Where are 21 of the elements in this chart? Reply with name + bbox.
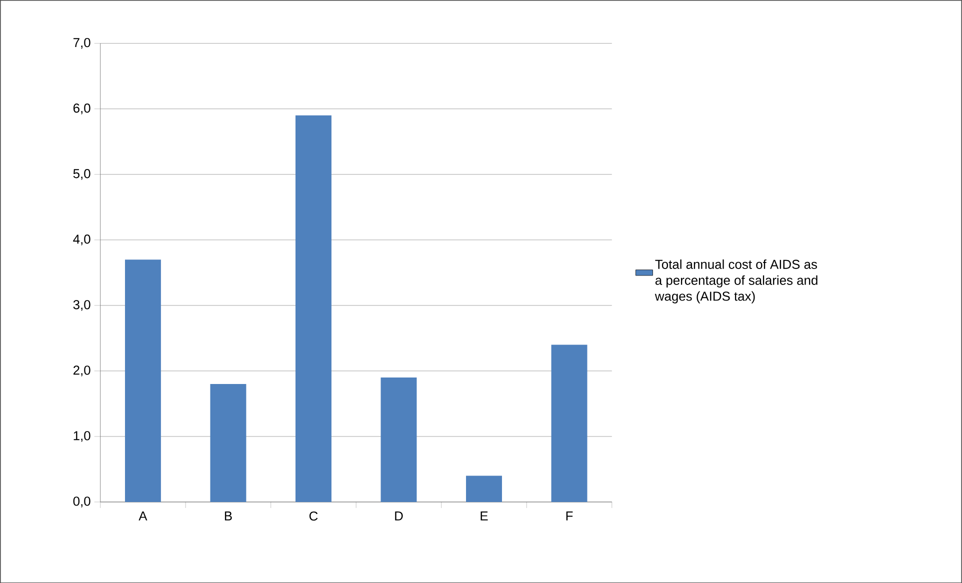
- y-tick-label: 5,0: [73, 168, 90, 180]
- x-tick-label: D: [395, 511, 403, 520]
- x-tick-label: B: [224, 511, 232, 520]
- bar: [295, 115, 332, 502]
- bar: [380, 377, 417, 502]
- x-tick-label: F: [566, 511, 573, 520]
- legend-label: Total annual cost of AIDS as a percentage of salaries and wages (AIDS tax): [654, 259, 818, 304]
- bar: [124, 259, 161, 502]
- x-tick-label: E: [480, 511, 488, 520]
- y-tick-label: 3,0: [73, 300, 90, 311]
- y-tick-label: 0,0: [73, 496, 90, 508]
- y-tick-label: 4,0: [73, 234, 90, 246]
- bar: [210, 384, 246, 502]
- y-tick-label: 6,0: [73, 103, 90, 114]
- x-tick-label: C: [309, 511, 318, 520]
- y-tick-label: 2,0: [73, 365, 90, 376]
- y-tick-label: 7,0: [73, 38, 90, 49]
- bar: [466, 476, 502, 502]
- y-tick-label: 1,0: [74, 430, 90, 442]
- x-tick-label: A: [138, 511, 148, 520]
- bar: [551, 344, 588, 502]
